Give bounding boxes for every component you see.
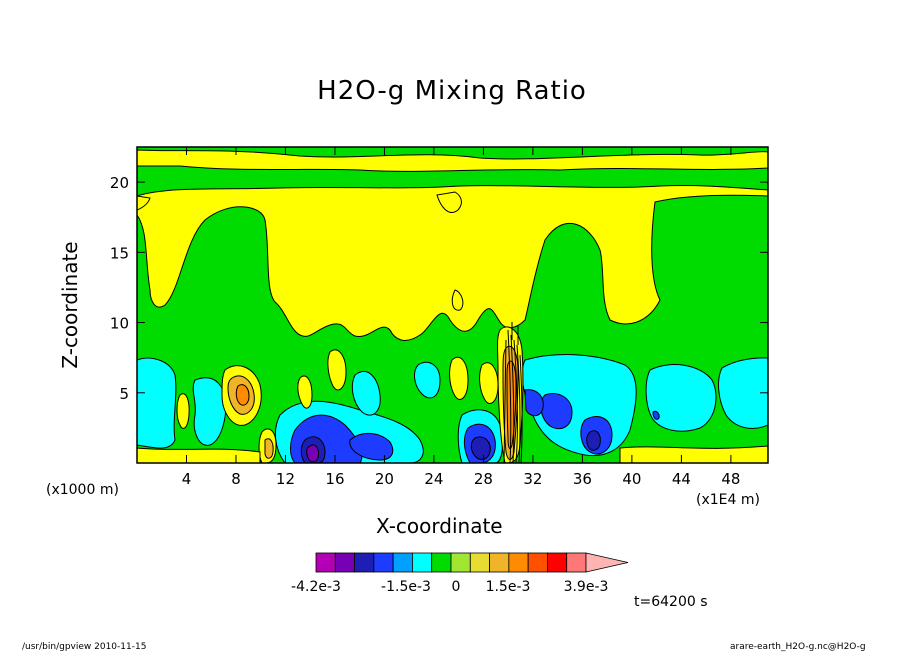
y-tick-label: 15 xyxy=(110,244,129,262)
region-yellow xyxy=(449,356,469,400)
region-cyan xyxy=(645,364,717,432)
y-axis: 5 10 15 20 xyxy=(110,174,768,403)
region-yellow xyxy=(436,191,462,213)
x-unit-left-label: (x1000 m) xyxy=(46,482,119,498)
x-tick-label: 32 xyxy=(523,470,542,488)
colorbar-swatch xyxy=(412,552,433,573)
y-axis-label: Z-coordinate xyxy=(58,241,82,369)
region-yellow xyxy=(176,393,190,429)
region-cyan xyxy=(718,357,768,429)
region-yellow xyxy=(479,362,499,404)
region-dark-orange xyxy=(235,384,250,406)
colorbar-swatch xyxy=(547,552,568,573)
region-yellow xyxy=(619,445,768,463)
x-tick-label: 16 xyxy=(325,470,344,488)
region-cyan xyxy=(192,377,227,446)
region-yellow xyxy=(297,375,313,409)
colorbar-swatch xyxy=(527,552,548,573)
plot-frame xyxy=(136,146,769,464)
colorbar-swatch xyxy=(469,552,490,573)
region-blue xyxy=(349,433,394,461)
region-cyan xyxy=(414,361,441,399)
x-tick-label: 8 xyxy=(231,470,241,488)
y-tick-label: 5 xyxy=(119,385,129,403)
region-yellow xyxy=(137,149,768,172)
contour-field xyxy=(137,147,768,463)
colorbar-label: -4.2e-3 xyxy=(291,579,341,595)
region-cyan xyxy=(351,371,381,416)
chart-title: H2O-g Mixing Ratio xyxy=(317,76,587,106)
colorbar-swatch xyxy=(508,552,529,573)
colorbar-swatch xyxy=(334,552,355,573)
region-dark-blue xyxy=(586,430,601,451)
time-label: t=64200 s xyxy=(634,594,708,610)
region-orange xyxy=(264,438,274,459)
dense-contours xyxy=(503,322,523,463)
region-yellow xyxy=(137,184,768,341)
x-tick-label: 36 xyxy=(573,470,592,488)
footer-left-text: /usr/bin/gpview 2010-11-15 xyxy=(22,642,147,652)
region-purple xyxy=(306,444,319,463)
y-tick-label: 20 xyxy=(110,174,129,192)
x-tick-label: 4 xyxy=(182,470,192,488)
colorbar: -4.2e-3 -1.5e-3 0 1.5e-3 3.9e-3 xyxy=(291,552,629,595)
x-tick-label: 48 xyxy=(721,470,740,488)
colorbar-swatch xyxy=(431,552,452,573)
colorbar-label: 0 xyxy=(452,579,461,595)
colorbar-swatch xyxy=(566,552,587,573)
x-axis: 4 8 12 16 20 24 28 32 36 40 44 48 xyxy=(182,147,740,488)
colorbar-swatch xyxy=(373,552,394,573)
region-cyan xyxy=(137,357,177,449)
colorbar-arrow xyxy=(585,552,629,573)
x-axis-label: X-coordinate xyxy=(376,514,503,538)
colorbar-label: -1.5e-3 xyxy=(381,579,431,595)
x-tick-label: 40 xyxy=(622,470,641,488)
colorbar-label: 3.9e-3 xyxy=(564,579,609,595)
colorbar-label: 1.5e-3 xyxy=(486,579,531,595)
colorbar-swatch xyxy=(450,552,471,573)
x-tick-label: 12 xyxy=(276,470,295,488)
footer-right-text: arare-earth_H2O-g.nc@H2O-g xyxy=(730,642,866,652)
colorbar-swatch xyxy=(489,552,510,573)
x-tick-label: 24 xyxy=(424,470,443,488)
region-blue xyxy=(652,410,660,420)
region-yellow xyxy=(327,349,347,391)
x-tick-label: 20 xyxy=(375,470,394,488)
region-blue xyxy=(524,389,544,417)
region-yellow xyxy=(137,447,261,463)
x-unit-right-label: (x1E4 m) xyxy=(696,492,760,508)
colorbar-swatch xyxy=(354,552,375,573)
x-tick-label: 44 xyxy=(672,470,691,488)
colorbar-swatch xyxy=(392,552,413,573)
colorbar-swatch xyxy=(315,552,336,573)
y-tick-label: 10 xyxy=(110,315,129,333)
x-tick-label: 28 xyxy=(474,470,493,488)
region-yellow xyxy=(451,289,464,311)
